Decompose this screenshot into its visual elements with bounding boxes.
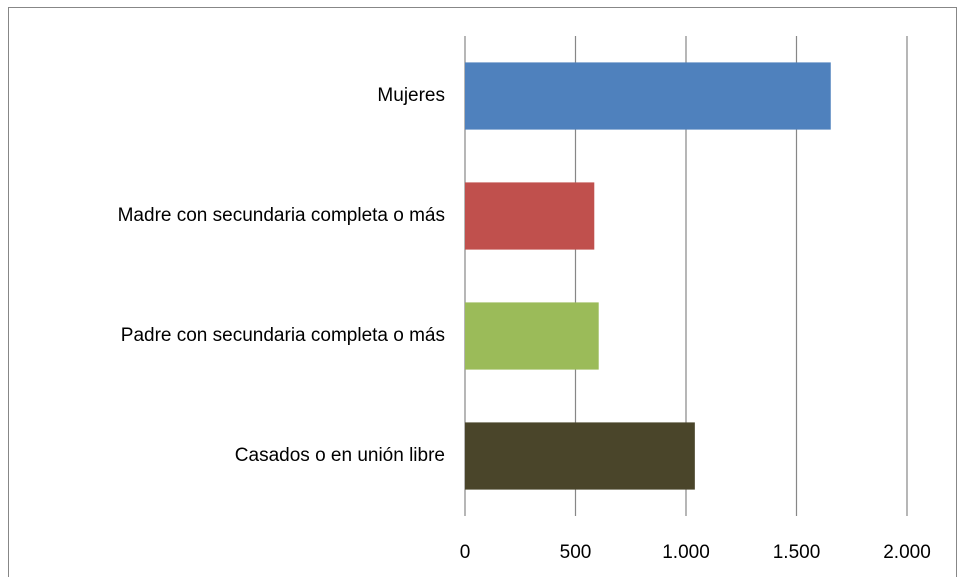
y-tick-label: Padre con secundaria completa o más xyxy=(121,325,445,346)
y-tick-label: Mujeres xyxy=(377,85,445,106)
y-tick-label: Madre con secundaria completa o más xyxy=(118,205,445,226)
x-tick-label: 2.000 xyxy=(883,542,931,563)
bar xyxy=(465,62,831,130)
x-tick-label: 1.500 xyxy=(773,542,821,563)
x-tick-label: 500 xyxy=(560,542,592,563)
bar xyxy=(465,182,595,250)
x-tick-label: 1.000 xyxy=(662,542,710,563)
x-tick-label: 0 xyxy=(460,542,471,563)
bar xyxy=(465,302,599,370)
y-tick-label: Casados o en unión libre xyxy=(235,445,445,466)
bar xyxy=(465,422,695,490)
